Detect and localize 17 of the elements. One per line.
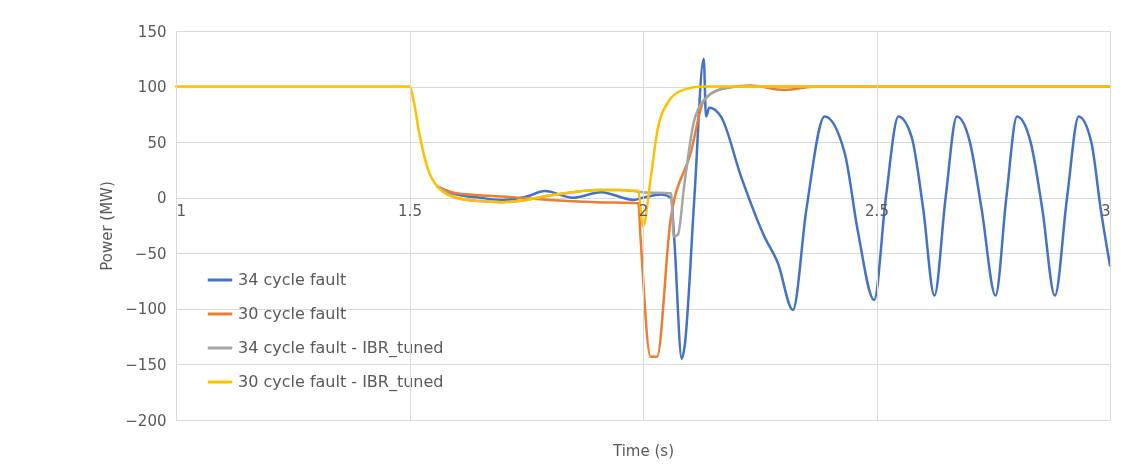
y-tick-label: −100 (125, 300, 167, 319)
legend-label: 30 cycle fault - IBR_tuned (238, 372, 444, 392)
legend-label: 34 cycle fault (238, 270, 347, 289)
y-tick-label: 150 (137, 22, 167, 41)
x-tick-label: 3 (1100, 202, 1111, 221)
y-tick-label: −200 (125, 411, 167, 430)
y-tick-label: 100 (137, 78, 167, 97)
x-tick-label: 1 (176, 202, 187, 221)
x-axis-title: Time (s) (612, 441, 674, 460)
y-tick-label: −150 (125, 355, 167, 374)
y-tick-label: −50 (134, 244, 167, 263)
y-tick-label: 0 (156, 189, 167, 208)
legend-label: 34 cycle fault - IBR_tuned (238, 338, 444, 358)
y-tick-label: 50 (147, 133, 167, 152)
x-tick-label: 1.5 (398, 202, 422, 221)
legend-label: 30 cycle fault (238, 304, 347, 323)
y-axis-title: Power (MW) (98, 181, 117, 271)
